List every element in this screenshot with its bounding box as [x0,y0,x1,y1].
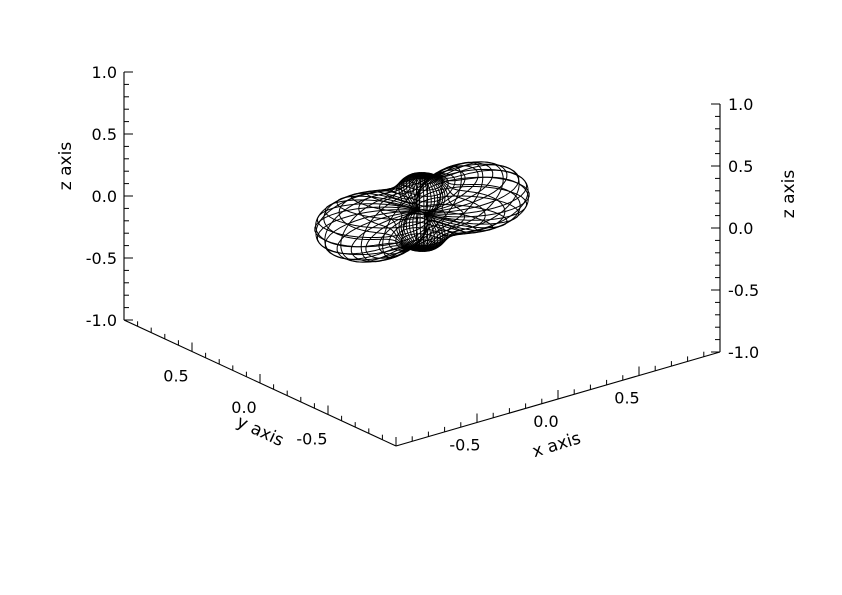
x-tick-label: 0.5 [614,389,639,408]
mesh-parallel [400,173,444,191]
surface-mesh [314,161,530,263]
z-axis-title-right: z axis [779,170,799,219]
z-tick-label-right: -0.5 [728,281,759,300]
z-tick-label-left: 1.0 [92,63,117,82]
mesh-parallel [413,244,431,252]
z-tick-label-right: -1.0 [728,343,759,362]
z-tick-label-left: -0.5 [86,249,117,268]
z-tick-label-right: 0.5 [728,157,753,176]
axis-ticks [123,71,721,446]
x-tick-label: -0.5 [449,436,480,455]
mesh-parallel [324,195,520,261]
y-tick-label: 0.0 [231,398,256,417]
x-tick-label: 0.0 [533,412,558,431]
y-tick-label: 0.5 [163,367,188,386]
mesh-parallel [316,186,528,256]
y-tick-label: -0.5 [296,430,327,449]
mesh-parallel [406,239,438,252]
mesh-parallel [350,210,494,263]
mesh-parallel [314,176,530,248]
mesh-parallel [400,233,444,251]
mesh-parallel [336,203,508,263]
mesh-parallel [316,168,528,238]
mesh-parallel [395,227,449,250]
y-axis-title: y axis [233,412,286,451]
mesh-parallel [395,174,449,197]
x-axis-title: x axis [530,428,583,462]
mesh-parallel [406,172,438,185]
mesh-parallel [378,169,466,208]
z-tick-label-left: -1.0 [86,311,117,330]
mesh-parallel [365,213,479,259]
z-tick-label-right: 0.0 [728,219,753,238]
z-axis-title-left: z axis [56,142,76,191]
z-tick-label-right: 1.0 [728,95,753,114]
z-tick-label-left: 0.5 [92,125,117,144]
tick-labels: 1.0 1.0 0.5 0.5 0.0 0.0 -0.5 -0.5 -1.0 -1.0 0.5 0.0… [86,63,759,455]
z-tick-label-left: 0.0 [92,187,117,206]
